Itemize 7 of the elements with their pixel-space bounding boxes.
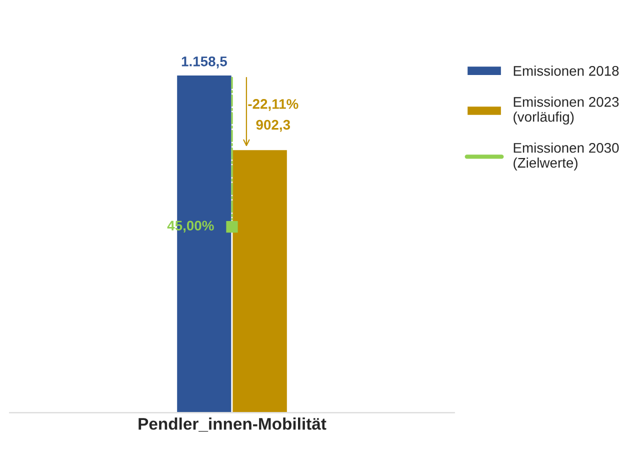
legend-label: Emissionen 2023 (vorläufig) (514, 96, 619, 125)
data-label: 1.158,5 (182, 56, 227, 68)
x-tick-label: Pendler_innen-Mobilität (138, 418, 326, 432)
data-label: 902,3 (256, 120, 290, 132)
legend-label: Emissionen 2030 (Zielwerte) (514, 142, 619, 170)
legend-label: Emissionen 2018 (514, 66, 619, 76)
annotation: -22,11% (248, 99, 298, 111)
